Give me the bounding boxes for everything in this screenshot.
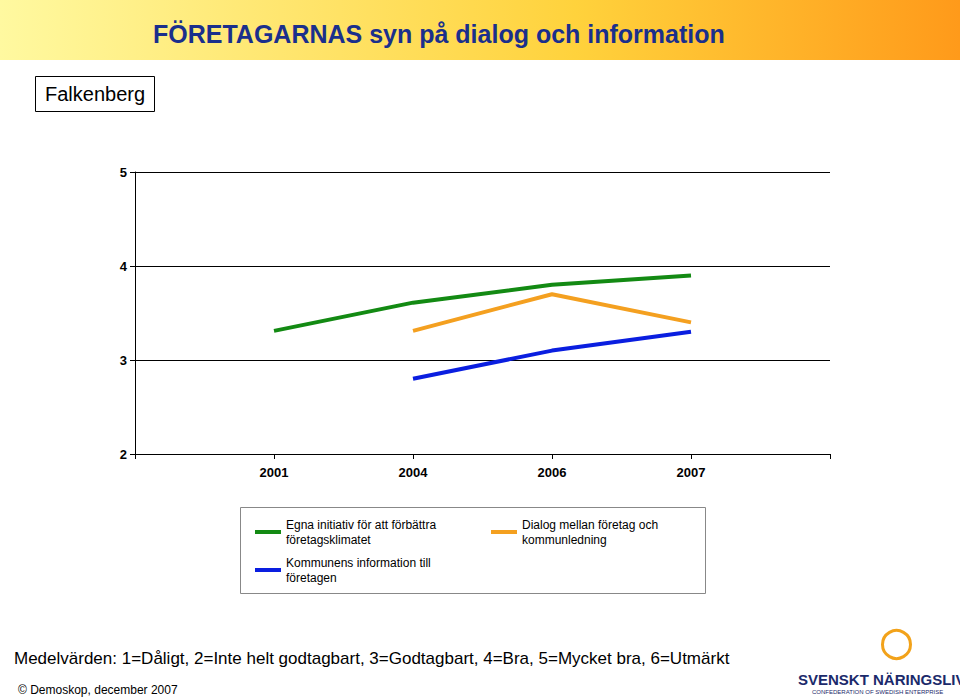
svg-text:Medelvärden: 1=Dåligt, 2=Inte: Medelvärden: 1=Dåligt, 2=Inte helt godta… [14,649,730,668]
svg-text:Dialog mellan företag och: Dialog mellan företag och [522,518,661,532]
svg-text:2001: 2001 [260,465,289,480]
svg-text:5: 5 [120,165,127,180]
svg-text:3: 3 [120,353,127,368]
svg-text:SVENSKT NÄRINGSLIV: SVENSKT NÄRINGSLIV [798,671,960,688]
svg-text:företagen: företagen [286,571,337,585]
svg-text:Falkenberg: Falkenberg [45,83,145,105]
svg-text:kommunledning: kommunledning [522,533,607,547]
svg-text:2007: 2007 [677,465,706,480]
svg-text:företagsklimatet: företagsklimatet [286,533,371,547]
svg-text:Egna initiativ för att förbätt: Egna initiativ för att förbättra [286,518,439,532]
svg-text:2004: 2004 [399,465,429,480]
svg-text:Kommunens information till: Kommunens information till [286,556,434,570]
svg-text:2006: 2006 [538,465,567,480]
svg-text:© Demoskop, december 2007: © Demoskop, december 2007 [18,683,178,697]
svg-text:CONFEDERATION OF SWEDISH ENTER: CONFEDERATION OF SWEDISH ENTERPRISE [812,689,943,695]
svg-text:4: 4 [120,259,128,274]
svg-text:FÖRETAGARNAS syn på dialog och: FÖRETAGARNAS syn på dialog och informati… [153,20,725,48]
svg-text:2: 2 [120,447,127,462]
